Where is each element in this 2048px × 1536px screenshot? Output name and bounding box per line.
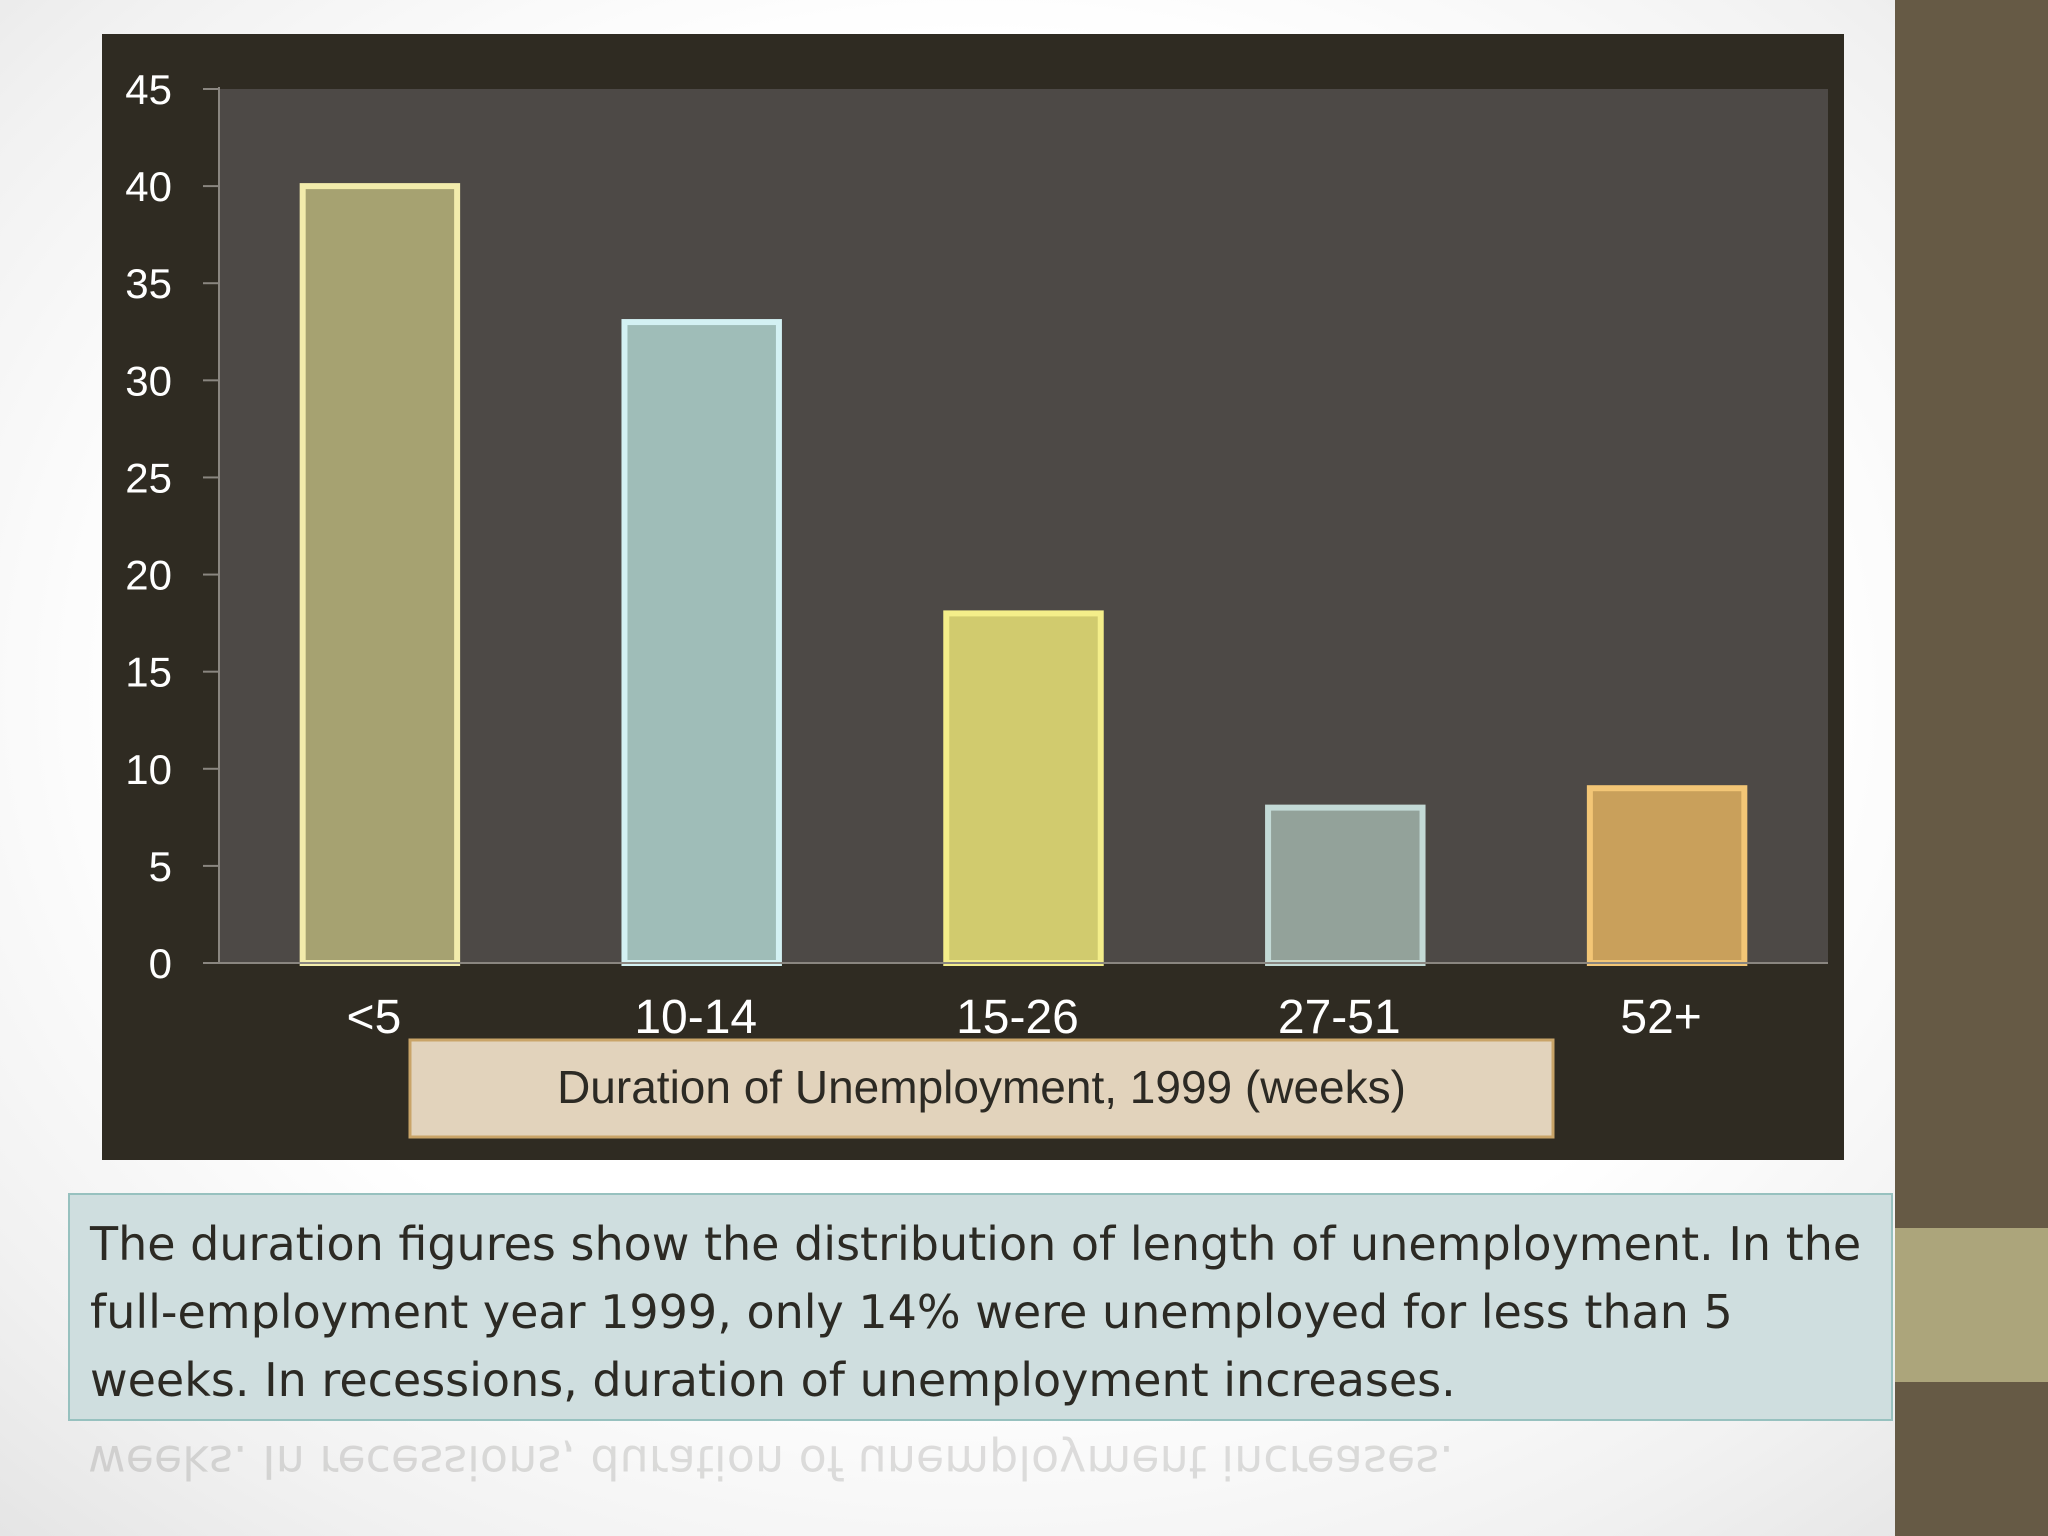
y-tick-label: 25 xyxy=(125,454,172,501)
caption-box: The duration figures show the distributi… xyxy=(68,1193,1893,1421)
y-tick-label: 15 xyxy=(125,649,172,696)
side-accent xyxy=(1895,1228,2048,1382)
x-axis-title: Duration of Unemployment, 1999 (weeks) xyxy=(557,1061,1406,1113)
x-tick-label: 15-26 xyxy=(956,991,1079,1044)
chart-panel: 0 5 10 15 20 25 30 35 40 45 <5 10-14 15-26 27-51 52+ … xyxy=(102,34,1844,1160)
bar xyxy=(1265,804,1426,966)
caption-text: The duration figures show the distributi… xyxy=(90,1217,1862,1407)
bars xyxy=(299,183,1748,967)
y-tick-label: 20 xyxy=(125,552,172,599)
y-tick-label: 40 xyxy=(125,163,172,210)
bar xyxy=(299,183,461,967)
bar xyxy=(943,610,1104,967)
x-axis-title-box: Duration of Unemployment, 1999 (weeks) xyxy=(408,1038,1555,1139)
bar xyxy=(1586,785,1748,967)
y-tick-label: 45 xyxy=(125,66,172,113)
caption-reflection: weeks. In recessions, duration of unempl… xyxy=(88,1436,1888,1496)
bar xyxy=(621,319,782,967)
x-tick-label: 10-14 xyxy=(634,991,757,1044)
x-tick-label: <5 xyxy=(347,991,402,1044)
x-tick-label: 27-51 xyxy=(1278,991,1401,1044)
y-tick-label: 0 xyxy=(149,940,172,987)
y-tick-label: 30 xyxy=(125,357,172,404)
x-tick-label: 52+ xyxy=(1620,991,1701,1044)
y-tick-label: 5 xyxy=(149,843,172,890)
caption-reflection-text: weeks. In recessions, duration of unempl… xyxy=(88,1436,1454,1489)
y-axis: 0 5 10 15 20 25 30 35 40 45 xyxy=(125,66,220,987)
y-tick-label: 35 xyxy=(125,260,172,307)
y-tick-label: 10 xyxy=(125,746,172,793)
x-axis: <5 10-14 15-26 27-51 52+ xyxy=(203,962,1828,1044)
x-axis-title-background xyxy=(408,1038,1555,1139)
